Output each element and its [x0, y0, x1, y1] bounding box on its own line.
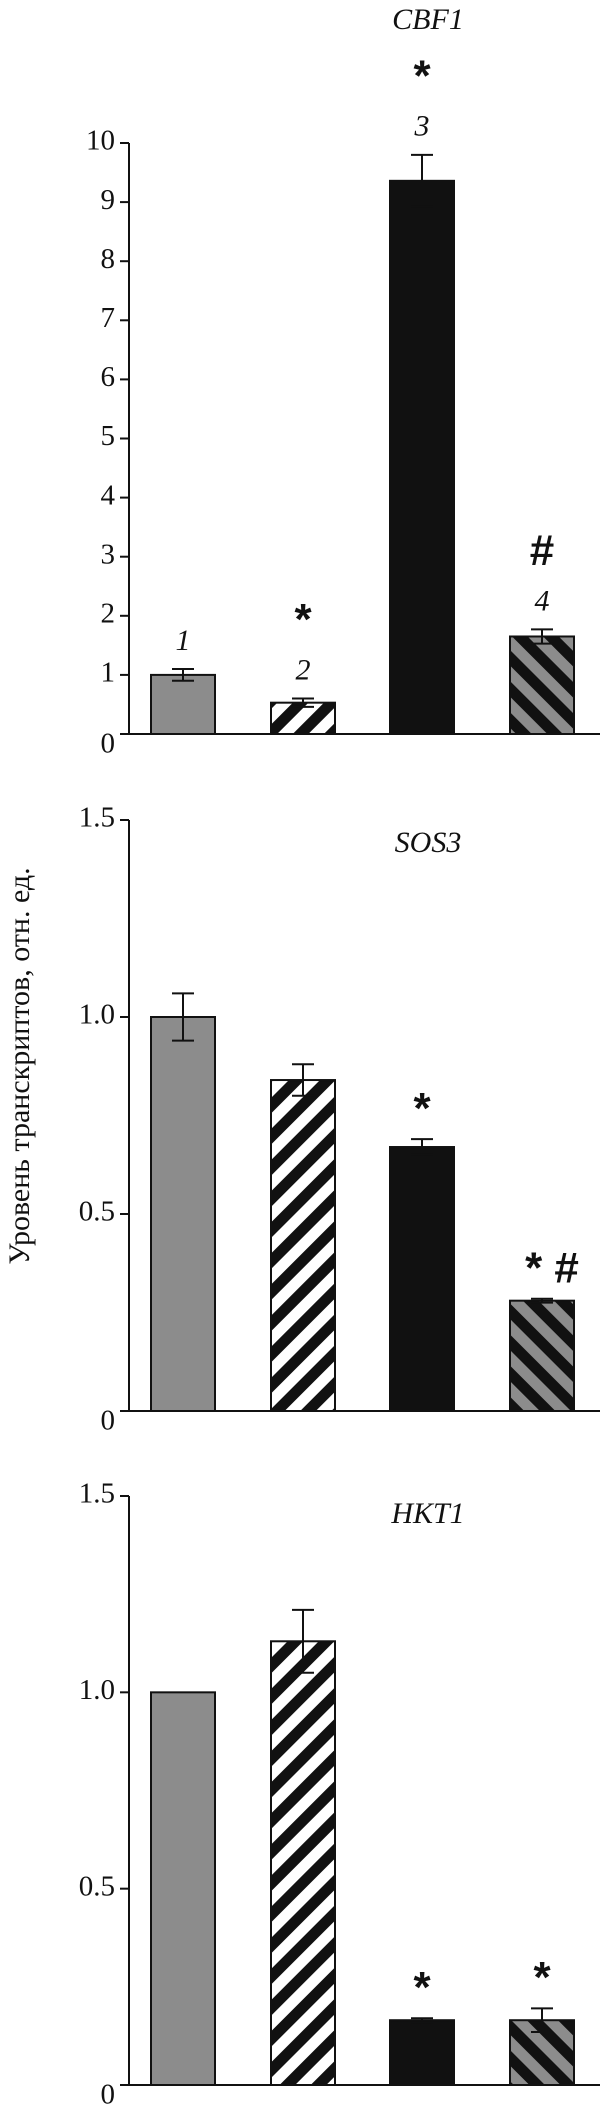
- bar: [270, 1640, 336, 2086]
- y-tick-label: 7: [101, 302, 116, 334]
- error-bar: [292, 697, 314, 708]
- y-tick-label: 1.0: [79, 999, 115, 1031]
- bar: [150, 1016, 216, 1412]
- significance-mark: *: [294, 595, 312, 644]
- error-bar: [531, 2007, 553, 2033]
- bar: [509, 1299, 575, 1413]
- bar: [389, 1146, 455, 1413]
- significance-mark: *: [413, 1084, 431, 1133]
- y-tick-label: 1.5: [79, 802, 115, 834]
- y-tick-label: 1: [101, 657, 116, 689]
- error-bar: [411, 1138, 433, 1156]
- error-bar: [292, 1608, 314, 1674]
- chart-title: CBF1: [392, 3, 464, 36]
- bar: [150, 673, 216, 736]
- y-tick-label: 9: [101, 184, 116, 216]
- y-tick-label: 0: [101, 1405, 116, 1437]
- y-tick-label: 0: [101, 2079, 116, 2111]
- error-bar: [531, 1297, 553, 1304]
- y-tick-label: 2: [101, 597, 116, 629]
- y-tick-label: 0.5: [79, 1870, 115, 1902]
- y-tick-label: 1.5: [79, 1478, 115, 1510]
- significance-mark: *: [413, 51, 431, 100]
- significance-mark: *: [533, 1953, 551, 2002]
- bar: [389, 179, 455, 736]
- y-tick-label: 4: [101, 479, 116, 511]
- bar-label: 1: [176, 624, 191, 657]
- y-tick-label: 1.0: [79, 1674, 115, 1706]
- significance-mark: *: [413, 1963, 431, 2012]
- y-tick-label: 10: [86, 125, 115, 157]
- y-tick-label: 0: [101, 728, 116, 760]
- y-tick-label: 6: [101, 361, 116, 393]
- bar: [270, 1079, 336, 1413]
- y-tick-label: 3: [101, 538, 116, 570]
- error-bar: [411, 2017, 433, 2024]
- bar: [389, 2019, 455, 2086]
- bar: [509, 635, 575, 735]
- y-tick-label: 5: [101, 420, 116, 452]
- chart-title: SOS3: [395, 826, 462, 859]
- y-tick-label: 8: [101, 243, 116, 275]
- error-bar: [172, 992, 194, 1042]
- y-axis-label: Уровень транскриптов, отн. ед.: [3, 867, 36, 1264]
- significance-mark: #: [530, 526, 554, 575]
- significance-mark: * #: [525, 1243, 579, 1292]
- error-bar: [531, 628, 553, 645]
- bar-label: 3: [414, 110, 430, 143]
- bar-label: 4: [535, 584, 550, 617]
- chart-title: HKT1: [390, 1497, 464, 1530]
- error-bar: [292, 1063, 314, 1097]
- bar: [150, 1691, 216, 2087]
- error-bar: [172, 667, 194, 682]
- bar: [270, 701, 336, 736]
- y-tick-label: 0.5: [79, 1196, 115, 1228]
- bar-label: 2: [296, 653, 311, 686]
- error-bar: [411, 153, 433, 208]
